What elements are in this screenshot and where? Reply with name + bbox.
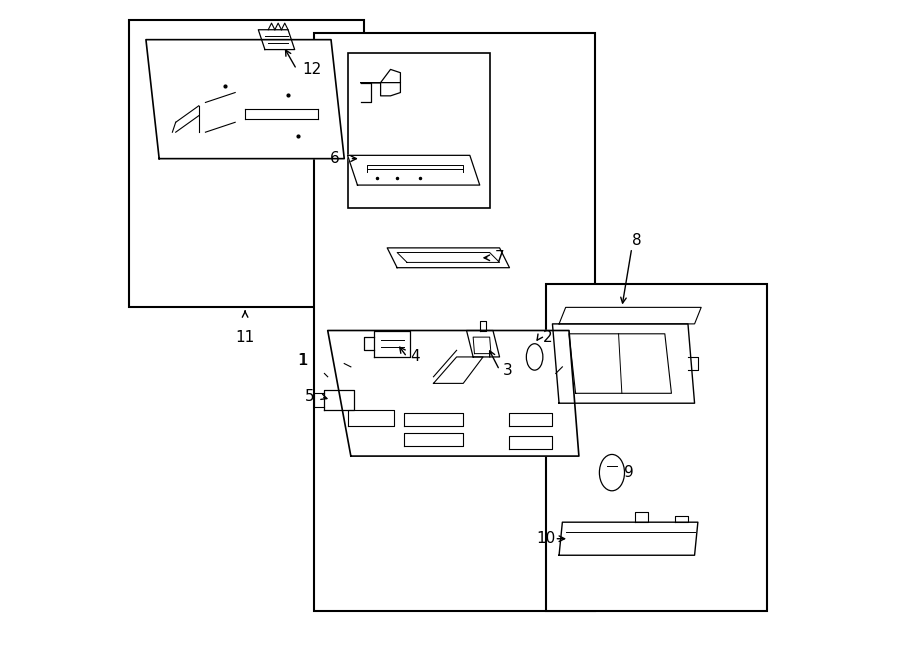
Text: 4: 4 [410,350,420,364]
Text: 2: 2 [543,330,553,344]
FancyBboxPatch shape [314,33,596,611]
Polygon shape [466,330,500,357]
Polygon shape [387,248,509,268]
Polygon shape [324,390,355,410]
Polygon shape [374,330,410,357]
FancyBboxPatch shape [130,20,364,307]
Ellipse shape [526,344,543,370]
Polygon shape [347,155,480,185]
Polygon shape [328,330,579,456]
FancyBboxPatch shape [545,284,768,611]
Text: 8: 8 [633,233,642,248]
Text: 6: 6 [329,151,339,166]
Polygon shape [553,324,695,403]
Text: 1: 1 [298,353,308,368]
Polygon shape [559,307,701,324]
Text: 1: 1 [297,353,307,368]
Text: 5: 5 [304,389,314,404]
FancyBboxPatch shape [347,53,490,208]
Text: 3: 3 [503,363,513,377]
Text: 12: 12 [302,62,321,77]
Text: 7: 7 [495,251,505,265]
Polygon shape [559,522,698,555]
Text: 9: 9 [624,465,634,480]
Text: 11: 11 [236,330,255,346]
Polygon shape [146,40,344,159]
Text: 10: 10 [536,531,555,546]
Ellipse shape [599,455,625,490]
Polygon shape [258,30,294,50]
